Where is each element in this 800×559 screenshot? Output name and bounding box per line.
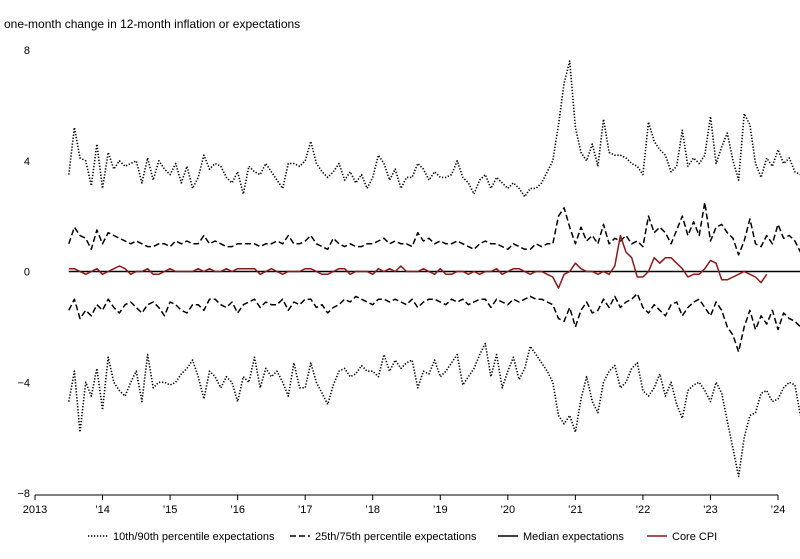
x-tick-label: ’17 [298,504,313,516]
10th-90th-percentile-expectations-lower-line [68,342,800,478]
x-tick-label: ’14 [95,504,110,516]
y-tick-label: 4 [24,156,30,168]
x-tick-label: ’24 [771,504,786,516]
legend-label-10th-90th-percentile-expectations: 10th/90th percentile expectations [113,531,275,543]
25th-75th-percentile-expectations-upper-line [68,201,800,256]
y-axis-title: one-month change in 12-month inflation o… [4,17,300,31]
y-axis: 8 4 0 −4 −8 [17,45,30,500]
y-tick-label: −4 [17,377,30,389]
x-tick-label: ’19 [433,504,448,516]
x-tick-label: ’16 [230,504,245,516]
y-tick-label: 8 [24,45,30,57]
y-tick-label: −8 [17,488,30,500]
legend: 10th/90th percentile expectations 25th/75… [88,531,717,543]
x-tick-label: ’21 [568,504,583,516]
x-tick-label: ’23 [703,504,718,516]
x-tick-label: ’15 [163,504,178,516]
core-cpi-line [68,234,768,289]
plot-area [68,60,800,478]
legend-label-median-expectations: Median expectations [523,531,624,543]
x-tick-label: ’22 [636,504,651,516]
legend-label-25th-75th-percentile-expectations: 25th/75th percentile expectations [315,531,477,543]
10th-90th-percentile-expectations-upper-line [68,60,800,198]
x-tick-label: ’20 [500,504,515,516]
y-tick-label: 0 [24,267,30,279]
25th-75th-percentile-expectations-lower-line [68,292,800,353]
x-tick-label: ’18 [365,504,380,516]
x-tick-label: 2013 [23,504,47,516]
x-axis: 2013 ’14 ’15 ’16 ’17 ’18 ’19 ’20 ’21 ’22 ’23 ’24 [23,494,786,516]
legend-label-core-cpi: Core CPI [672,531,717,543]
